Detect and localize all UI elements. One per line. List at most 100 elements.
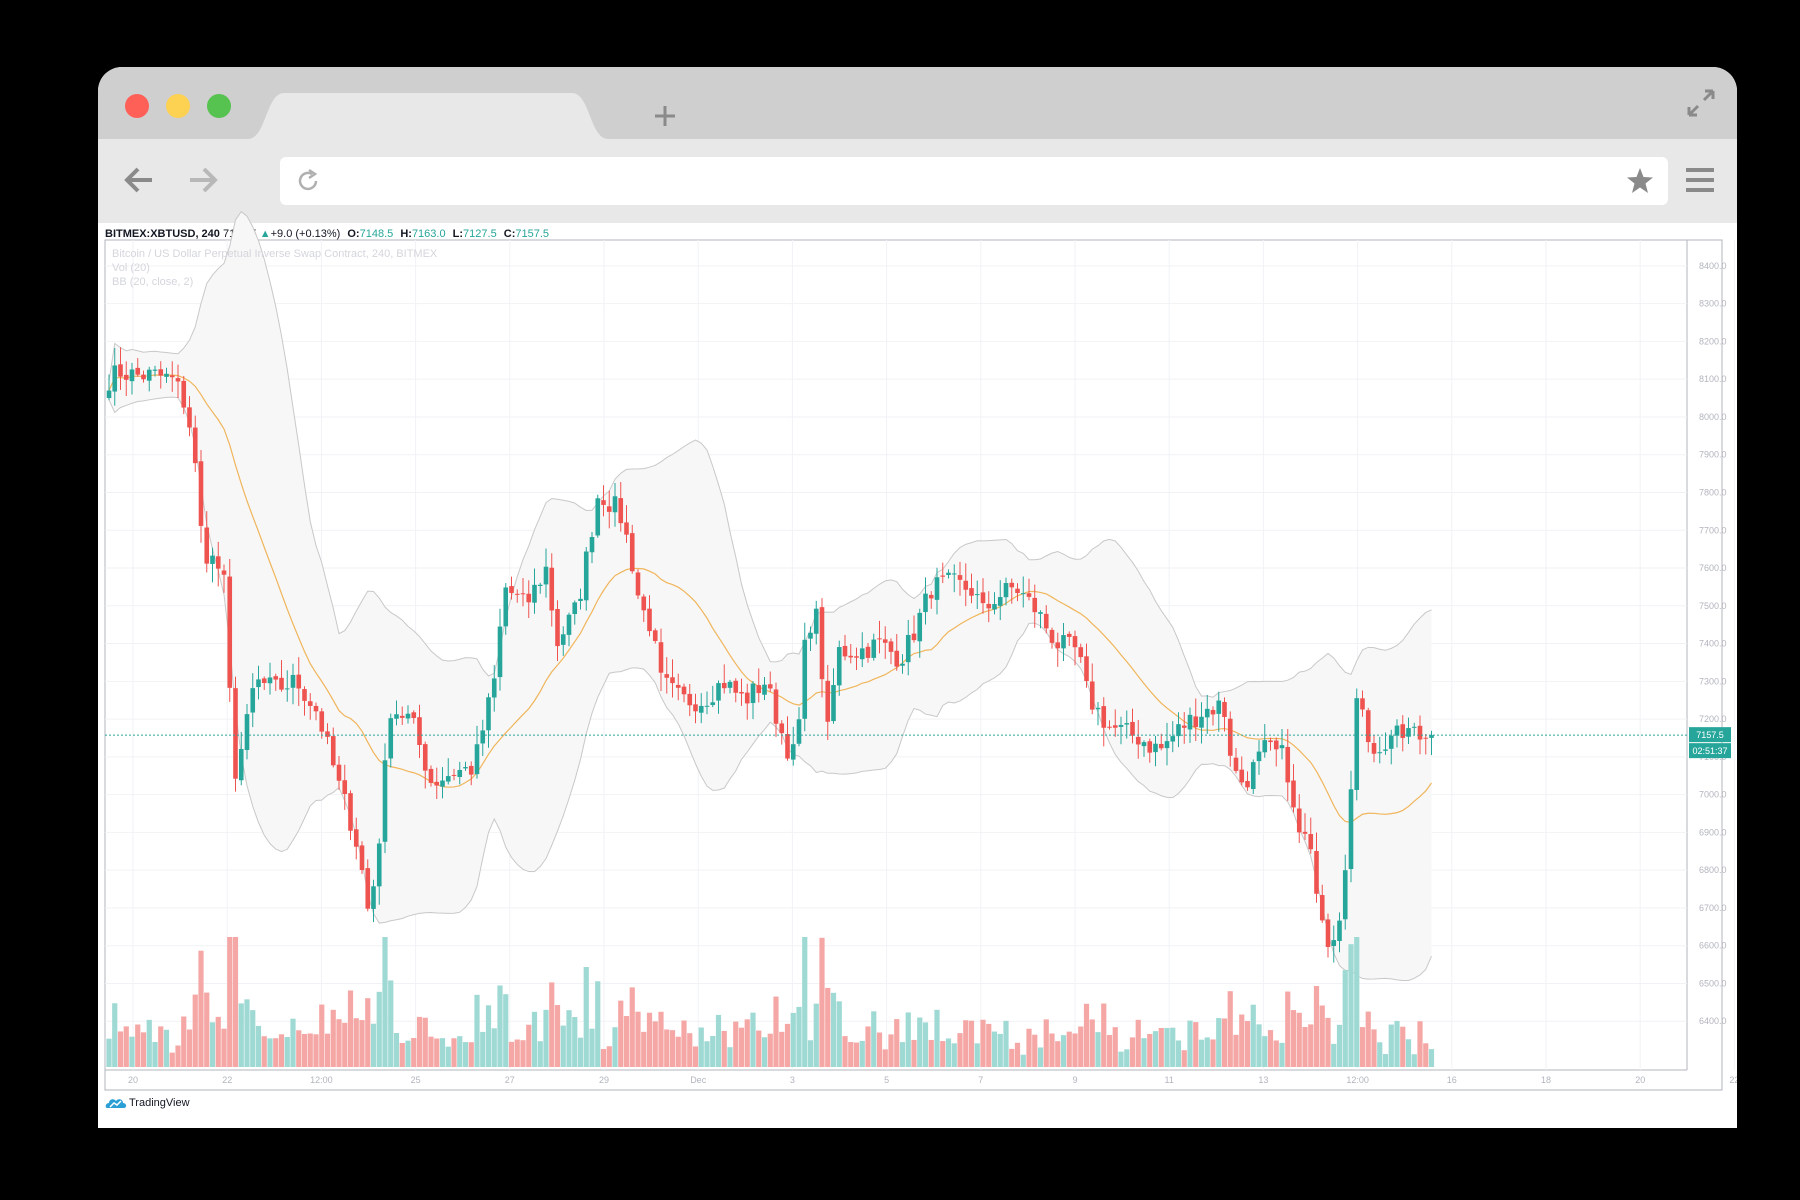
hamburger-menu-icon[interactable] — [1683, 163, 1717, 197]
candle-body — [744, 692, 750, 704]
candle-body — [1233, 757, 1239, 771]
volume-bar — [393, 1032, 400, 1067]
candle-body — [1049, 629, 1055, 643]
volume-bar — [963, 1020, 969, 1067]
candle-body — [1176, 724, 1181, 737]
volume-bar — [135, 1024, 141, 1067]
volume-bar — [238, 1003, 244, 1067]
volume-bar — [1089, 1019, 1095, 1067]
candle-body — [526, 593, 532, 603]
volume-bar — [319, 1004, 325, 1067]
high-value: 7163.0 — [411, 228, 446, 240]
candle-body — [1038, 612, 1043, 614]
up-triangle-icon: ▲ — [259, 228, 271, 240]
candle-body — [612, 496, 618, 513]
volume-bar — [1244, 1020, 1251, 1067]
volume-bar — [1377, 1042, 1383, 1067]
candle-body — [986, 603, 992, 609]
candle-body — [514, 593, 520, 595]
plus-icon[interactable] — [648, 99, 682, 133]
candle-body — [1112, 725, 1118, 728]
candle-body — [773, 689, 779, 724]
candle-body — [1314, 851, 1319, 894]
volume-bar — [158, 1026, 164, 1067]
volume-bar — [1181, 1050, 1187, 1067]
candle-body — [1406, 728, 1411, 737]
close-label: C: — [503, 228, 516, 240]
candle-body — [566, 614, 572, 635]
volume-bar — [301, 1033, 308, 1067]
volume-bar — [554, 1005, 561, 1067]
candle-body — [882, 639, 888, 643]
candle-body — [957, 575, 963, 580]
candle-body — [940, 575, 946, 577]
minimize-light[interactable] — [166, 94, 190, 118]
volume-bar — [428, 1036, 434, 1067]
star-icon[interactable] — [1624, 165, 1656, 197]
volume-bar — [871, 1011, 877, 1067]
volume-bar — [485, 1005, 492, 1067]
candle-body — [267, 677, 273, 684]
candle-body — [1429, 735, 1434, 738]
candle-body — [877, 638, 882, 640]
volume-bar — [1319, 1005, 1325, 1067]
fullscreen-icon[interactable] — [1683, 85, 1719, 121]
active-tab[interactable] — [248, 93, 608, 139]
volume-bar — [1135, 1019, 1141, 1067]
candle-body — [831, 685, 836, 722]
volume-bar — [278, 1034, 285, 1067]
forward-arrow-icon[interactable] — [184, 161, 222, 199]
candle-body — [233, 688, 238, 779]
volume-bar — [1106, 1035, 1113, 1067]
tab-close-icon[interactable] — [594, 105, 616, 127]
candle-body — [543, 566, 549, 585]
price-tick-label: 6400.0 — [1699, 1016, 1727, 1026]
price-tick-label: 6600.0 — [1699, 941, 1727, 951]
candle-body — [1417, 725, 1423, 740]
address-bar[interactable] — [280, 157, 1668, 205]
close-light[interactable] — [125, 94, 149, 118]
candle-body — [359, 845, 365, 871]
candle-body — [969, 588, 974, 596]
candle-body — [1164, 741, 1170, 749]
volume-bar — [342, 1022, 348, 1067]
price-chart[interactable]: 8400.0 8300.0 8200.0 8100.0 8000.0 7900.0 7800… — [98, 67, 1737, 1128]
volume-bar — [715, 1014, 722, 1067]
back-arrow-icon[interactable] — [120, 161, 158, 199]
tradingview-branding[interactable]: TradingView — [105, 1093, 190, 1113]
candle-body — [854, 656, 859, 658]
candle-body — [1118, 724, 1124, 727]
candle-body — [1193, 716, 1199, 728]
candle-body — [509, 586, 514, 593]
volume-bar — [704, 1041, 710, 1067]
candle-body — [250, 688, 256, 713]
zoom-light[interactable] — [207, 94, 231, 118]
time-tick-label: 27 — [505, 1075, 515, 1085]
volume-bar — [1193, 1022, 1199, 1067]
price-tick-label: 6900.0 — [1699, 827, 1727, 837]
candle-body — [1107, 726, 1112, 728]
candle-body — [261, 678, 267, 684]
bb-fill — [109, 211, 1432, 981]
candle-body — [382, 760, 388, 842]
candle-body — [491, 678, 497, 698]
candle-body — [1204, 708, 1210, 718]
tab-strip — [98, 67, 1737, 139]
volume-bar — [664, 1029, 670, 1067]
symbol-name[interactable]: BITMEX:XBTUSD, 240 — [105, 228, 220, 240]
volume-bar — [865, 1026, 871, 1067]
volume-bar — [1354, 937, 1360, 1067]
volume-bar — [192, 994, 198, 1067]
volume-bar — [221, 1028, 227, 1067]
volume-bar — [888, 1034, 894, 1067]
volume-bar — [537, 1041, 543, 1067]
candle-body — [290, 674, 296, 688]
candle-body — [463, 767, 468, 769]
volume-bar — [1141, 1038, 1147, 1067]
reload-icon[interactable] — [294, 167, 322, 195]
time-tick-label: 16 — [1447, 1075, 1457, 1085]
price-tick-label: 7700.0 — [1699, 525, 1727, 535]
candle-body — [727, 681, 733, 688]
candle-body — [618, 498, 624, 524]
candle-body — [480, 730, 486, 744]
